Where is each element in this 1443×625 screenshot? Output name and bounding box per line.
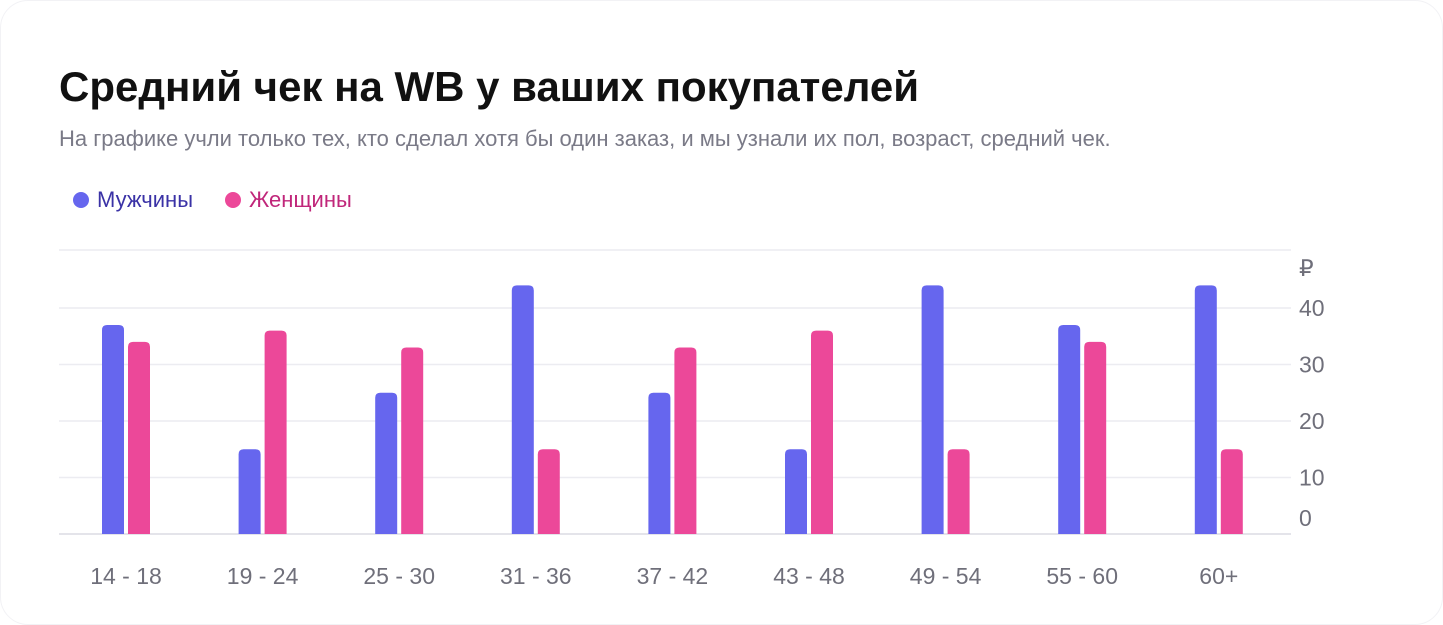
bar-men-4[interactable]: [648, 392, 671, 534]
legend-item-men[interactable]: Мужчины: [73, 187, 193, 213]
x-category-label-4: 37 - 42: [637, 563, 709, 589]
x-category-label-5: 43 - 48: [773, 563, 845, 589]
bar-men-6[interactable]: [921, 285, 944, 534]
x-category-label-3: 31 - 36: [500, 563, 572, 589]
bar-men-0[interactable]: [102, 324, 124, 534]
legend: Мужчины Женщины: [73, 187, 352, 213]
legend-label-men: Мужчины: [97, 187, 194, 212]
x-category-label-8: 60+: [1199, 563, 1238, 589]
y-tick-label-20: 20: [1299, 408, 1325, 434]
bars: [102, 285, 1243, 534]
y-axis-ticks: 0 10 20 30 40: [1299, 295, 1325, 531]
bar-women-3[interactable]: [537, 449, 560, 534]
bar-men-1[interactable]: [238, 449, 261, 534]
bar-women-8[interactable]: [1220, 449, 1243, 534]
bar-men-7[interactable]: [1058, 324, 1081, 534]
y-tick-label-0: 0: [1299, 505, 1312, 531]
x-category-label-6: 49 - 54: [910, 563, 982, 589]
bar-women-4[interactable]: [674, 347, 697, 534]
bar-women-2[interactable]: [401, 347, 424, 534]
bar-men-2[interactable]: [375, 392, 398, 534]
x-category-label-0: 14 - 18: [90, 563, 162, 589]
legend-item-women[interactable]: Женщины: [225, 187, 352, 213]
y-tick-label-30: 30: [1299, 352, 1325, 378]
bar-women-7[interactable]: [1084, 341, 1107, 534]
bar-men-8[interactable]: [1194, 285, 1217, 534]
bar-women-5[interactable]: [811, 330, 833, 534]
y-tick-label-10: 10: [1299, 465, 1325, 491]
legend-label-women: Женщины: [249, 187, 352, 212]
bar-men-5[interactable]: [785, 449, 807, 534]
bar-women-0[interactable]: [128, 341, 150, 534]
y-axis-unit: ₽: [1299, 255, 1314, 281]
bar-women-6[interactable]: [947, 449, 970, 534]
chart-subtitle: На графике учли только тех, кто сделал х…: [59, 126, 1111, 151]
x-axis-categories: 14 - 18 19 - 24 25 - 30 31 - 36 37 - 42 43 - …: [90, 563, 1238, 589]
bar-men-3[interactable]: [511, 285, 534, 534]
x-category-label-2: 25 - 30: [363, 563, 435, 589]
x-category-label-7: 55 - 60: [1046, 563, 1118, 589]
legend-dot-men: [73, 192, 89, 208]
legend-dot-women: [225, 192, 242, 208]
bar-women-1[interactable]: [264, 330, 287, 534]
bar-chart: 0 10 20 30 40 ₽ 14 - 18 19 - 24 25 - 30 31 - 36…: [59, 249, 1325, 589]
x-category-label-1: 19 - 24: [227, 563, 299, 589]
y-tick-label-40: 40: [1299, 295, 1325, 321]
chart-title: Средний чек на WB у ваших покупателей: [59, 63, 920, 110]
